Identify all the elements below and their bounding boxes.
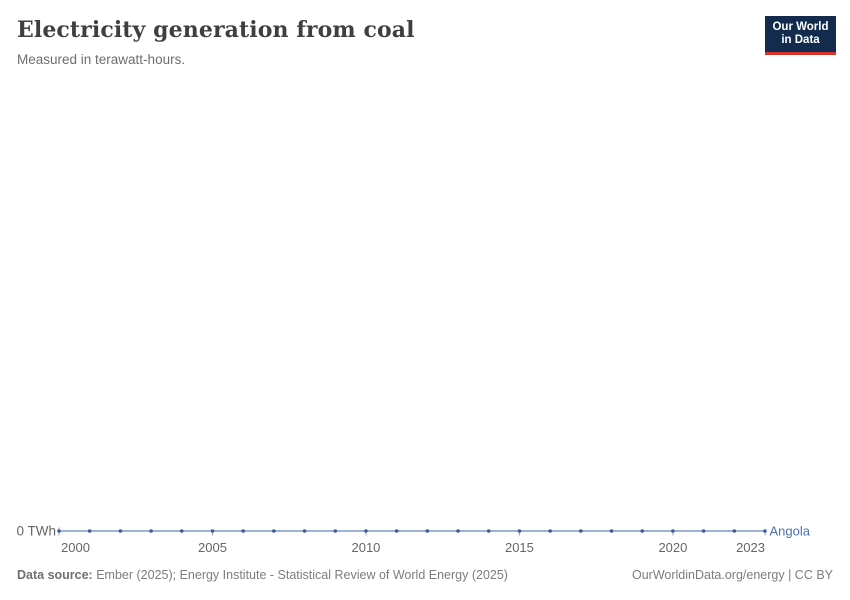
data-point[interactable] <box>272 529 276 533</box>
x-tick-label: 2023 <box>736 540 765 555</box>
data-point[interactable] <box>149 529 153 533</box>
data-point[interactable] <box>241 529 245 533</box>
data-source-label: Data source: <box>17 568 93 582</box>
x-tick-label: 2010 <box>351 540 380 555</box>
data-point[interactable] <box>609 529 614 533</box>
x-tick-label: 2000 <box>61 540 90 555</box>
series-label[interactable]: Angola <box>770 524 811 539</box>
y-tick-label: 0 TWh <box>16 524 56 539</box>
data-point[interactable] <box>394 529 399 533</box>
data-point[interactable] <box>456 529 460 533</box>
data-point[interactable] <box>210 529 215 533</box>
page-title: Electricity generation from coal <box>17 17 415 43</box>
x-tick-label: 2020 <box>658 540 687 555</box>
owid-logo-line2: in Data <box>781 34 820 46</box>
data-point[interactable] <box>302 529 307 533</box>
data-point[interactable] <box>333 529 338 533</box>
data-point[interactable] <box>579 529 583 533</box>
data-source: Data source: Ember (2025); Energy Instit… <box>17 568 508 583</box>
data-point[interactable] <box>701 529 706 533</box>
owid-logo-line1: Our World <box>772 20 829 33</box>
data-point[interactable] <box>425 529 430 533</box>
line-chart[interactable]: 2000 2005 2010 2015 2020 2023 0 TWh Angola <box>0 90 850 570</box>
data-point[interactable] <box>486 529 491 533</box>
owid-logo: Our World in Data <box>765 16 836 55</box>
data-point[interactable] <box>179 529 184 533</box>
data-point[interactable] <box>640 529 645 533</box>
chart-footer: Data source: Ember (2025); Energy Instit… <box>17 568 833 583</box>
data-point[interactable] <box>763 529 767 533</box>
x-tick-label: 2005 <box>198 540 227 555</box>
x-tick-label: 2015 <box>505 540 534 555</box>
data-point[interactable] <box>57 529 61 533</box>
data-point[interactable] <box>87 529 92 533</box>
footer-license-link[interactable]: OurWorldinData.org/energy | CC BY <box>631 568 833 582</box>
data-point[interactable] <box>671 529 675 533</box>
data-point[interactable] <box>732 529 737 533</box>
data-point[interactable] <box>517 529 522 533</box>
data-point[interactable] <box>118 529 123 533</box>
data-point[interactable] <box>364 529 368 533</box>
data-point[interactable] <box>548 529 552 533</box>
data-source-text: Ember (2025); Energy Institute - Statist… <box>92 568 508 582</box>
chart-subtitle: Measured in terawatt-hours. <box>17 52 186 67</box>
